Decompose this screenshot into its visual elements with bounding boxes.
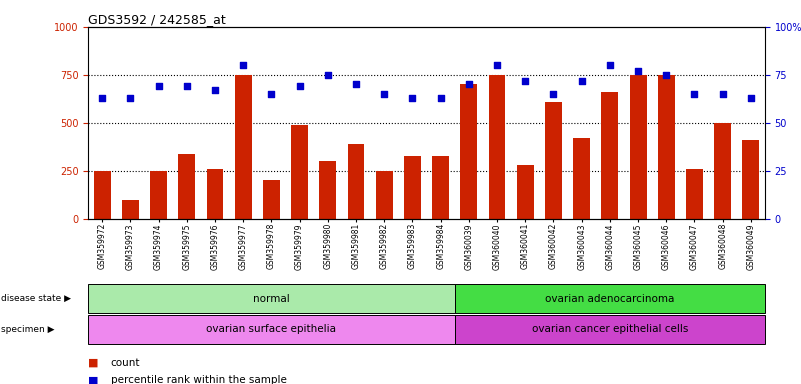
Bar [404, 156, 421, 219]
Point [152, 83, 165, 89]
Bar [455, 284, 765, 313]
Text: ovarian surface epithelia: ovarian surface epithelia [207, 324, 336, 334]
Text: disease state ▶: disease state ▶ [1, 294, 70, 303]
Bar [714, 123, 731, 219]
Bar [686, 169, 703, 219]
Bar [574, 138, 590, 219]
Bar [489, 75, 505, 219]
Point [716, 91, 729, 97]
Point [744, 95, 757, 101]
Bar [461, 84, 477, 219]
Point [321, 72, 334, 78]
Bar [122, 200, 139, 219]
Bar [179, 154, 195, 219]
Point [434, 95, 447, 101]
Bar [235, 75, 252, 219]
Bar [376, 171, 392, 219]
Point [688, 91, 701, 97]
Text: ■: ■ [88, 358, 99, 368]
Text: ovarian adenocarcinoma: ovarian adenocarcinoma [545, 293, 674, 304]
Text: GDS3592 / 242585_at: GDS3592 / 242585_at [88, 13, 226, 26]
Text: percentile rank within the sample: percentile rank within the sample [111, 375, 287, 384]
Bar [517, 165, 533, 219]
Bar [630, 75, 646, 219]
Bar [433, 156, 449, 219]
Bar [292, 125, 308, 219]
Bar [88, 284, 455, 313]
Bar [263, 180, 280, 219]
Point [293, 83, 306, 89]
Point [180, 83, 193, 89]
Text: count: count [111, 358, 140, 368]
Point [632, 68, 645, 74]
Text: ■: ■ [88, 375, 99, 384]
Bar [602, 92, 618, 219]
Point [575, 78, 588, 84]
Bar [743, 140, 759, 219]
Bar [94, 171, 111, 219]
Bar [320, 161, 336, 219]
Point [660, 72, 673, 78]
Text: specimen ▶: specimen ▶ [1, 325, 54, 334]
Bar [455, 315, 765, 344]
Text: ovarian cancer epithelial cells: ovarian cancer epithelial cells [532, 324, 688, 334]
Point [265, 91, 278, 97]
Bar [88, 315, 455, 344]
Point [547, 91, 560, 97]
Point [406, 95, 419, 101]
Point [491, 62, 504, 68]
Bar [658, 75, 674, 219]
Point [208, 87, 221, 93]
Text: normal: normal [253, 293, 290, 304]
Point [519, 78, 532, 84]
Point [124, 95, 137, 101]
Bar [150, 171, 167, 219]
Bar [207, 169, 223, 219]
Point [96, 95, 109, 101]
Point [237, 62, 250, 68]
Bar [545, 102, 562, 219]
Point [603, 62, 616, 68]
Point [378, 91, 391, 97]
Point [349, 81, 362, 88]
Bar [348, 144, 364, 219]
Point [462, 81, 475, 88]
